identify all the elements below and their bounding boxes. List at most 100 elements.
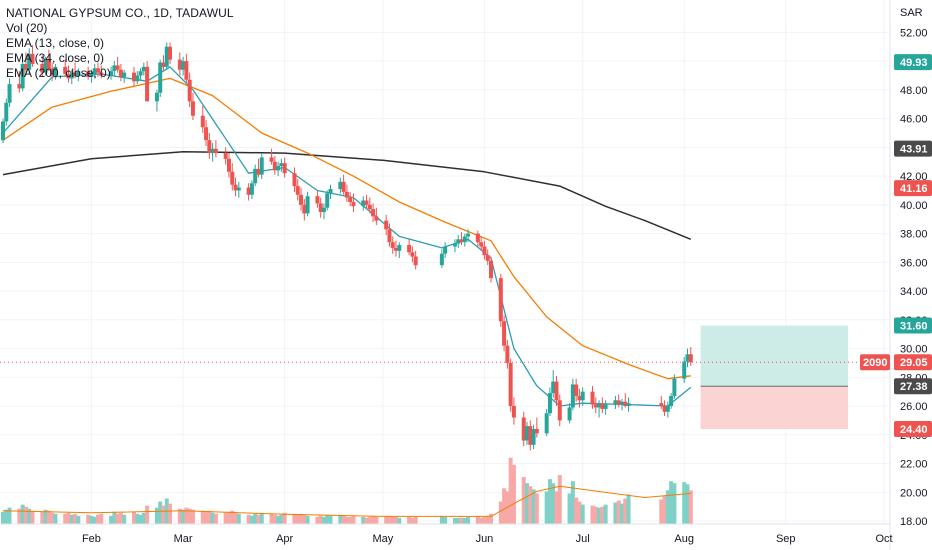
- volume-bar: [341, 515, 346, 524]
- volume-bar: [50, 512, 55, 524]
- volume-bar: [567, 493, 572, 524]
- symbol-title[interactable]: NATIONAL GYPSUM CO., 1D, TADAWUL: [6, 6, 234, 20]
- volume-bar: [230, 510, 235, 524]
- candle-body: [66, 74, 71, 79]
- candle-body: [50, 68, 55, 76]
- price-badge: [894, 140, 932, 157]
- volume-bar: [259, 512, 264, 524]
- candle-body: [20, 63, 25, 89]
- candle-body: [17, 84, 22, 89]
- candle-body: [567, 407, 572, 421]
- candle-body: [158, 62, 163, 93]
- candle-body: [557, 400, 562, 421]
- candle-body: [230, 171, 235, 185]
- candle-body: [305, 196, 310, 214]
- candle-body: [502, 321, 507, 346]
- candle-body: [452, 243, 457, 247]
- candle-body: [338, 181, 343, 190]
- volume-bar: [485, 515, 490, 524]
- volume-bar: [269, 513, 274, 524]
- volume-bar: [570, 481, 575, 524]
- volume-bar: [282, 512, 287, 524]
- legend-ema34[interactable]: EMA (34, close, 0): [6, 51, 105, 65]
- price-badge: [894, 354, 932, 371]
- candle-body: [168, 46, 173, 60]
- volume-bar: [590, 505, 595, 524]
- volume-bar: [443, 516, 448, 524]
- candle-body: [63, 66, 68, 75]
- volume-bar: [456, 517, 461, 524]
- y-tick-label: 26.00: [900, 401, 928, 413]
- candle-body: [141, 66, 146, 72]
- volume-bar: [315, 516, 320, 524]
- candle-body: [685, 354, 690, 362]
- candle-body: [498, 278, 503, 322]
- candle-body: [665, 406, 670, 412]
- volume-bar: [410, 517, 415, 524]
- candle-body: [616, 400, 621, 405]
- candle-body: [593, 404, 598, 408]
- candle-body: [154, 92, 159, 102]
- volume-bar: [223, 512, 228, 524]
- volume-bar: [502, 488, 507, 524]
- candle-body: [1, 121, 5, 141]
- volume-bar: [580, 504, 585, 524]
- candle-body: [374, 216, 379, 221]
- y-tick-label: 22.00: [900, 459, 928, 471]
- candle-body: [466, 233, 471, 237]
- volume-bar: [325, 514, 330, 524]
- candle-body: [547, 393, 552, 414]
- volume-bar: [253, 513, 258, 524]
- legend-ema13[interactable]: EMA (13, close, 0): [6, 36, 105, 50]
- candle-body: [226, 158, 231, 172]
- volume-bar: [593, 506, 598, 524]
- volume-bar: [246, 514, 251, 524]
- volume-bar: [200, 510, 205, 524]
- candle-body: [528, 426, 533, 445]
- volume-bar: [236, 513, 241, 524]
- volume-bar: [89, 515, 94, 524]
- legend-ema200[interactable]: EMA (200, close, 0): [6, 66, 111, 80]
- candle-body: [577, 395, 582, 401]
- candle-body: [623, 401, 628, 407]
- volume-bar: [184, 507, 189, 524]
- candle-body: [145, 66, 150, 102]
- candle-body: [115, 65, 120, 70]
- candle-body: [603, 404, 608, 409]
- volume-bar: [665, 490, 670, 524]
- candle-body: [282, 163, 287, 174]
- volume-bar: [479, 517, 484, 524]
- volume-bar: [397, 517, 402, 524]
- volume-bar: [53, 513, 58, 524]
- volume-bar: [168, 503, 173, 524]
- volume-bar: [534, 493, 539, 524]
- candle-body: [672, 378, 677, 396]
- y-tick-label: 30.00: [900, 344, 928, 356]
- legend-volume[interactable]: Vol (20): [6, 21, 48, 35]
- volume-bar: [135, 513, 140, 524]
- volume-bar: [574, 497, 579, 524]
- currency-label: SAR: [900, 7, 923, 19]
- volume-bar: [181, 509, 186, 524]
- volume-bar: [528, 486, 533, 524]
- volume-bar: [462, 517, 467, 524]
- y-tick-label: 42.00: [900, 171, 928, 183]
- candle-body: [272, 161, 277, 171]
- volume-bar: [407, 516, 412, 524]
- volume-bar: [112, 511, 117, 524]
- volume-bar: [187, 508, 192, 524]
- volume-bar: [20, 504, 25, 524]
- volume-bar: [685, 484, 690, 524]
- volume-bar: [17, 508, 22, 524]
- volume-bar: [662, 495, 667, 524]
- y-tick-label: 20.00: [900, 487, 928, 499]
- candle-body: [204, 127, 209, 141]
- candle-body: [92, 68, 97, 75]
- candle-body: [233, 184, 238, 191]
- volume-bar: [387, 515, 392, 524]
- volume-bar: [511, 464, 516, 524]
- candle-body: [4, 102, 9, 122]
- volume-bar: [226, 511, 231, 524]
